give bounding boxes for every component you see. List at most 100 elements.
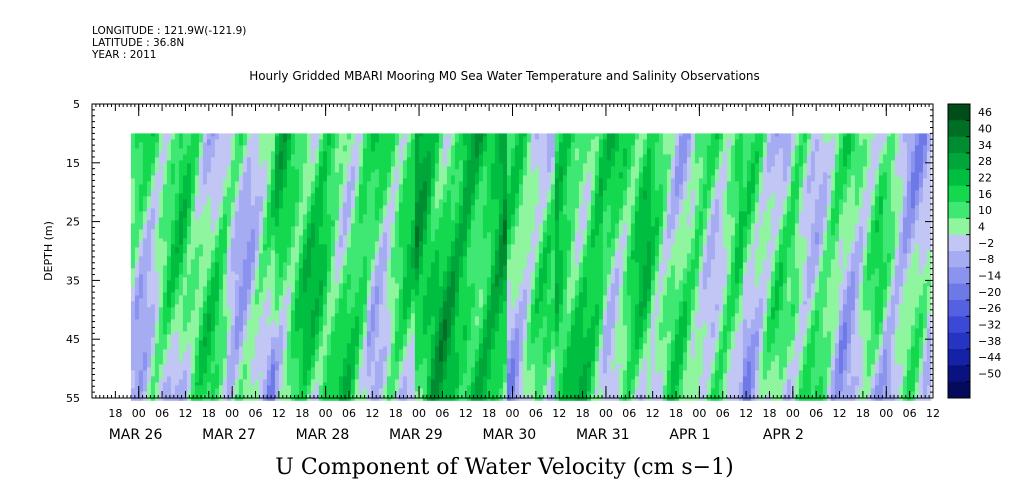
- heatmap-cell: [158, 277, 164, 281]
- heatmap-cell: [342, 385, 348, 389]
- heatmap-cell: [302, 262, 308, 266]
- heatmap-cell: [234, 283, 240, 287]
- heatmap-cell: [166, 175, 172, 179]
- heatmap-cell: [246, 259, 252, 263]
- heatmap-cell: [162, 367, 168, 371]
- heatmap-cell: [194, 223, 200, 227]
- heatmap-cell: [130, 190, 136, 194]
- heatmap-cell: [158, 262, 164, 266]
- heatmap-cell: [146, 358, 152, 362]
- heatmap-cell: [226, 376, 232, 380]
- heatmap-cell: [310, 139, 316, 143]
- heatmap-cell: [238, 256, 244, 260]
- heatmap-cell: [274, 331, 280, 335]
- heatmap-cell: [258, 169, 264, 173]
- heatmap-cell: [286, 376, 292, 380]
- heatmap-cell: [318, 244, 324, 248]
- heatmap-cell: [338, 397, 344, 401]
- heatmap-cell: [258, 346, 264, 350]
- heatmap-cell: [158, 142, 164, 146]
- heatmap-cell: [194, 268, 200, 272]
- heatmap-cell: [150, 247, 156, 251]
- heatmap-cell: [198, 148, 204, 152]
- heatmap-cell: [218, 337, 224, 341]
- heatmap-cell: [258, 178, 264, 182]
- heatmap-cell: [302, 310, 308, 314]
- heatmap-cell: [226, 310, 232, 314]
- heatmap-cell: [266, 208, 272, 212]
- heatmap-cell: [222, 277, 228, 281]
- heatmap-cell: [290, 250, 296, 254]
- heatmap-cell: [222, 316, 228, 320]
- heatmap-cell: [290, 208, 296, 212]
- heatmap-cell: [210, 277, 216, 281]
- heatmap-cell: [246, 262, 252, 266]
- heatmap-cell: [218, 166, 224, 170]
- heatmap-cell: [306, 388, 312, 392]
- heatmap-cell: [210, 328, 216, 332]
- heatmap-cell: [290, 343, 296, 347]
- heatmap-cell: [214, 214, 220, 218]
- heatmap-cell: [194, 151, 200, 155]
- heatmap-cell: [162, 298, 168, 302]
- heatmap-cell: [282, 289, 288, 293]
- heatmap-cell: [246, 370, 252, 374]
- heatmap-cell: [322, 154, 328, 158]
- heatmap-cell: [170, 244, 176, 248]
- heatmap-cell: [142, 262, 148, 266]
- heatmap-cell: [350, 226, 356, 230]
- heatmap-cell: [170, 391, 176, 395]
- heatmap-cell: [266, 262, 272, 266]
- heatmap-cell: [246, 142, 252, 146]
- heatmap-cell: [306, 223, 312, 227]
- heatmap-cell: [314, 286, 320, 290]
- heatmap-cell: [314, 358, 320, 362]
- heatmap-cell: [350, 139, 356, 143]
- heatmap-cell: [154, 301, 160, 305]
- heatmap-cell: [150, 325, 156, 329]
- heatmap-cell: [138, 223, 144, 227]
- heatmap-cell: [150, 313, 156, 317]
- heatmap-cell: [170, 199, 176, 203]
- heatmap-cell: [258, 181, 264, 185]
- heatmap-cell: [342, 178, 348, 182]
- heatmap-cell: [190, 211, 196, 215]
- heatmap-cell: [274, 358, 280, 362]
- heatmap-cell: [294, 343, 300, 347]
- heatmap-cell: [214, 160, 220, 164]
- heatmap-cell: [222, 358, 228, 362]
- heatmap-cell: [350, 391, 356, 395]
- heatmap-cell: [206, 304, 212, 308]
- heatmap-cell: [222, 202, 228, 206]
- heatmap-cell: [162, 262, 168, 266]
- heatmap-cell: [182, 169, 188, 173]
- heatmap-cell: [314, 259, 320, 263]
- heatmap-cell: [282, 205, 288, 209]
- heatmap-cell: [222, 256, 228, 260]
- heatmap-cell: [154, 160, 160, 164]
- heatmap-cell: [350, 340, 356, 344]
- heatmap-cell: [174, 364, 180, 368]
- heatmap-cell: [194, 319, 200, 323]
- heatmap-cell: [186, 160, 192, 164]
- heatmap-cell: [322, 256, 328, 260]
- heatmap-cell: [334, 157, 340, 161]
- heatmap-cell: [342, 361, 348, 365]
- heatmap-cell: [322, 148, 328, 152]
- heatmap-cell: [322, 325, 328, 329]
- heatmap-cell: [306, 145, 312, 149]
- heatmap-cell: [310, 169, 316, 173]
- heatmap-cell: [274, 370, 280, 374]
- heatmap-cell: [270, 319, 276, 323]
- heatmap-cell: [186, 322, 192, 326]
- heatmap-cell: [210, 376, 216, 380]
- heatmap-cell: [318, 385, 324, 389]
- heatmap-cell: [278, 133, 284, 137]
- heatmap-cell: [214, 265, 220, 269]
- heatmap-cell: [146, 232, 152, 236]
- heatmap-cell: [310, 190, 316, 194]
- heatmap-cell: [246, 247, 252, 251]
- heatmap-cell: [262, 307, 268, 311]
- heatmap-cell: [206, 187, 212, 191]
- heatmap-cell: [322, 343, 328, 347]
